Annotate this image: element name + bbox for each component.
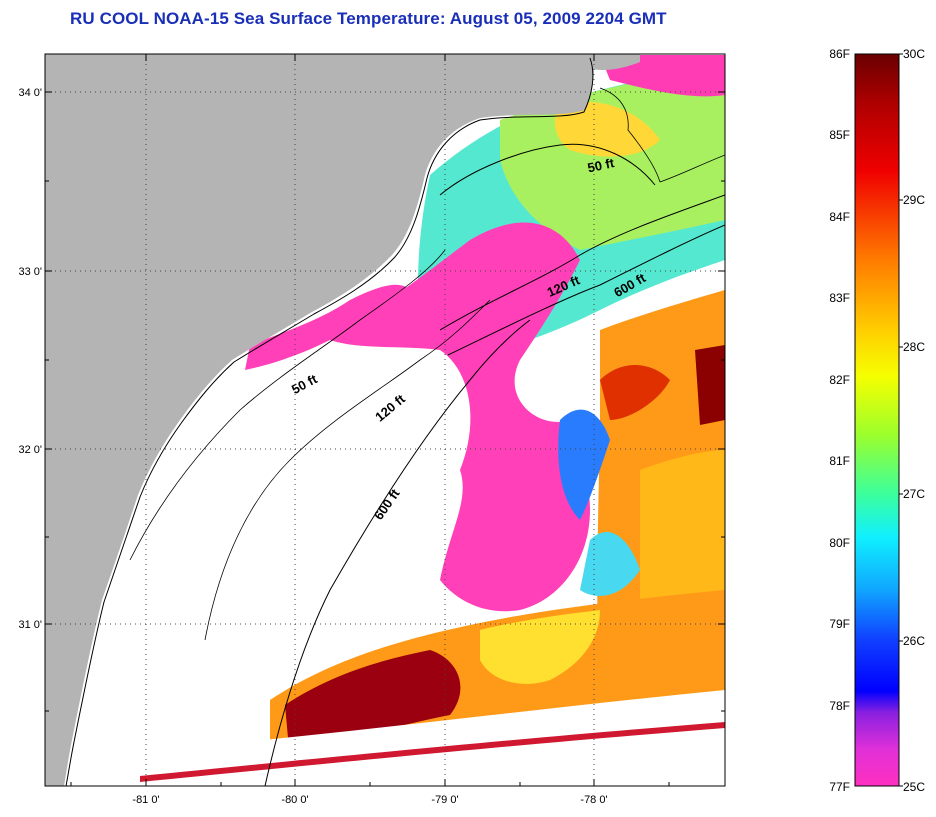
colorbar-c-label: 28C <box>903 340 925 354</box>
coastline <box>65 57 594 786</box>
contour-50ft-south <box>129 249 446 561</box>
lat-label: 33 0' <box>18 266 42 278</box>
colorbar-f-label: 84F <box>829 210 850 224</box>
lat-label: 34 0' <box>18 87 42 99</box>
sst-yellow-patch <box>554 101 660 157</box>
lon-label: -79 0' <box>431 794 458 806</box>
colorbar-c-label: 25C <box>903 780 925 794</box>
graticule <box>45 54 725 786</box>
sst-pink-region <box>330 222 590 612</box>
colorbar-f-label: 77F <box>829 780 850 794</box>
colorbar-c-label: 29C <box>903 193 925 207</box>
colorbar-ticks <box>899 53 903 787</box>
colorbar-f-label: 81F <box>829 454 850 468</box>
celsius-scale: 30C 29C 28C 27C 26C 25C <box>903 47 925 794</box>
map-panel[interactable]: 50 ft 120 ft 600 ft 50 ft 120 ft 600 ft <box>45 54 725 795</box>
colorbar-f-label: 86F <box>829 47 850 61</box>
sst-dark-red-patch <box>285 650 461 760</box>
lon-label: -81 0' <box>132 794 159 806</box>
colorbar-c-label: 30C <box>903 47 925 61</box>
colorbar-f-label: 80F <box>829 536 850 550</box>
lat-label: 32 0' <box>18 444 42 456</box>
contour-120ft-south <box>204 299 491 641</box>
map-title: RU COOL NOAA-15 Sea Surface Temperature:… <box>70 9 667 28</box>
lon-label: -78 0' <box>580 794 607 806</box>
colorbar-f-label: 85F <box>829 128 850 142</box>
colorbar-f-label: 78F <box>829 699 850 713</box>
map-frame <box>44 53 726 787</box>
contour-120ft-north <box>439 194 725 331</box>
latitude-labels: 34 0' 33 0' 32 0' 31 0' <box>18 87 42 631</box>
colorbar-c-label: 26C <box>903 634 925 648</box>
contour-600ft-north <box>447 224 725 356</box>
fahrenheit-scale: 86F 85F 84F 83F 82F 81F 80F 79F 78F 77F <box>829 47 850 794</box>
temperature-colorbar <box>854 53 900 787</box>
longitude-labels: -81 0' -80 0' -79 0' -78 0' <box>132 794 607 806</box>
colorbar-c-label: 27C <box>903 487 925 501</box>
lat-label: 31 0' <box>18 619 42 631</box>
colorbar-f-label: 83F <box>829 291 850 305</box>
contour-label: 50 ft <box>586 155 616 175</box>
colorbar-f-label: 82F <box>829 373 850 387</box>
colorbar-f-label: 79F <box>829 617 850 631</box>
map-ticks <box>45 54 725 786</box>
contour-50ft-north <box>439 143 656 196</box>
lon-label: -80 0' <box>281 794 308 806</box>
sst-warm-core <box>695 345 725 425</box>
land-mass <box>45 54 594 786</box>
contour-600ft-south <box>264 319 531 786</box>
